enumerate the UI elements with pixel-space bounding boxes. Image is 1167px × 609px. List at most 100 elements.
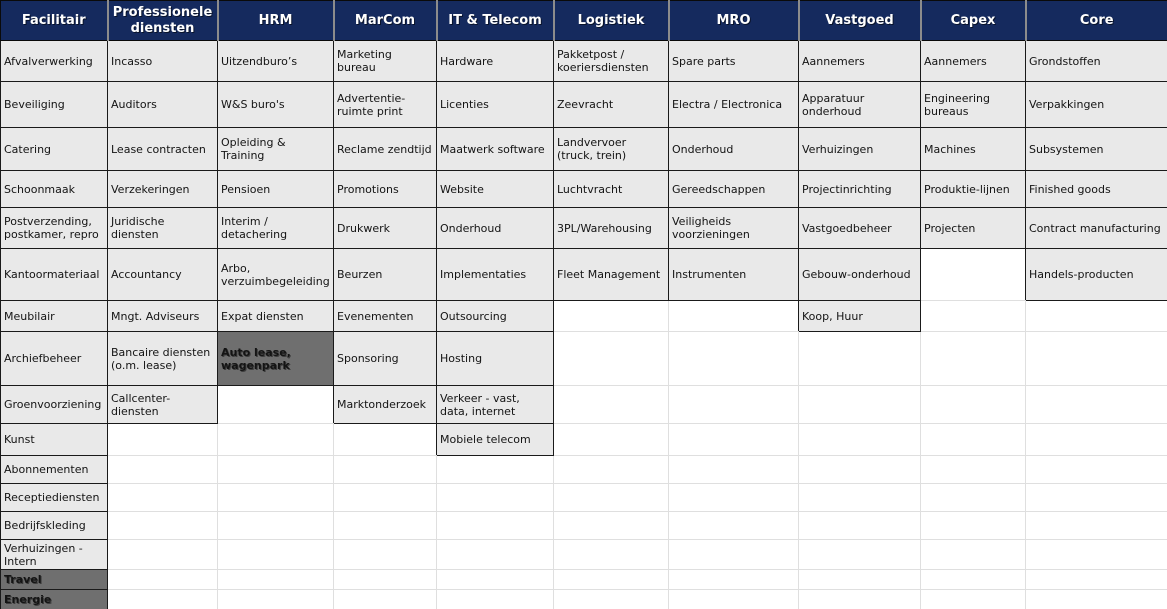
- matrix-cell: Bancaire diensten (o.m. lease): [107, 331, 218, 386]
- matrix-cell: Instrumenten: [668, 248, 799, 301]
- table-row: Kunst Mobiele telecom: [0, 423, 1167, 456]
- matrix-cell: W&S buro's: [217, 81, 334, 128]
- table-row: Beveiliging Auditors W&S buro's Advertentie…: [0, 81, 1167, 128]
- matrix-cell-empty: [920, 589, 1026, 609]
- matrix-body: Afvalverwerking Incasso Uitzendburo’s Marke…: [0, 40, 1167, 609]
- matrix-cell: Luchtvracht: [553, 170, 669, 208]
- matrix-cell-empty: [668, 423, 799, 456]
- matrix-cell-empty: [553, 511, 669, 540]
- table-row: Kantoormateriaal Accountancy Arbo, verzuim…: [0, 248, 1167, 301]
- matrix-cell-empty: [553, 331, 669, 386]
- matrix-header: Facilitair Professionele diensten HRM MarCo…: [0, 0, 1167, 41]
- matrix-cell: Gereedschappen: [668, 170, 799, 208]
- matrix-cell: Drukwerk: [333, 207, 437, 249]
- matrix-cell-highlighted: Travel: [0, 569, 108, 590]
- matrix-cell-empty: [1025, 483, 1167, 512]
- matrix-cell: Promotions: [333, 170, 437, 208]
- matrix-cell-empty: [668, 300, 799, 332]
- matrix-cell-empty: [920, 423, 1026, 456]
- matrix-cell-empty: [1025, 385, 1167, 424]
- matrix-cell-empty: [668, 455, 799, 484]
- matrix-cell-empty: [798, 569, 921, 590]
- matrix-cell-empty: [333, 455, 437, 484]
- matrix-cell: Mobiele telecom: [436, 423, 554, 456]
- column-header: Logistiek: [553, 0, 670, 41]
- matrix-cell-empty: [333, 423, 437, 456]
- matrix-cell-empty: [1025, 569, 1167, 590]
- matrix-cell-empty: [798, 385, 921, 424]
- table-row: Afvalverwerking Incasso Uitzendburo’s Marke…: [0, 40, 1167, 82]
- matrix-cell: Licenties: [436, 81, 554, 128]
- matrix-cell-empty: [1025, 589, 1167, 609]
- matrix-cell-highlighted: Auto lease, wagenpark: [217, 331, 334, 386]
- matrix-cell: Meubilair: [0, 300, 108, 332]
- matrix-cell-empty: [1025, 539, 1167, 570]
- matrix-cell: Vastgoedbeheer: [798, 207, 921, 249]
- matrix-cell: Groenvoorziening: [0, 385, 108, 424]
- matrix-cell: Produktie-lijnen: [920, 170, 1026, 208]
- matrix-cell-empty: [436, 569, 554, 590]
- matrix-cell: Hardware: [436, 40, 554, 82]
- matrix-cell-empty: [553, 483, 669, 512]
- matrix-cell-empty: [1025, 331, 1167, 386]
- table-row: Bedrijfskleding: [0, 511, 1167, 540]
- matrix-cell-empty: [217, 423, 334, 456]
- matrix-cell: Implementaties: [436, 248, 554, 301]
- matrix-cell-empty: [798, 589, 921, 609]
- table-row: Energie: [0, 589, 1167, 609]
- matrix-cell-empty: [217, 455, 334, 484]
- matrix-cell-empty: [920, 511, 1026, 540]
- matrix-cell-empty: [668, 331, 799, 386]
- column-header: MarCom: [333, 0, 438, 41]
- matrix-cell-empty: [798, 455, 921, 484]
- matrix-cell-empty: [436, 455, 554, 484]
- matrix-cell-empty: [798, 511, 921, 540]
- matrix-cell-empty: [920, 539, 1026, 570]
- matrix-cell-empty: [1025, 300, 1167, 332]
- matrix-cell: Electra / Electronica: [668, 81, 799, 128]
- table-row: Archiefbeheer Bancaire diensten (o.m. lea…: [0, 331, 1167, 386]
- matrix-cell: Koop, Huur: [798, 300, 921, 332]
- matrix-cell: Abonnementen: [0, 455, 108, 484]
- matrix-cell: Marktonderzoek: [333, 385, 437, 424]
- matrix-cell: Apparatuur onderhoud: [798, 81, 921, 128]
- matrix-cell: Veiligheids voorzieningen: [668, 207, 799, 249]
- matrix-cell-empty: [107, 511, 218, 540]
- matrix-cell-highlighted: Energie: [0, 589, 108, 609]
- matrix-cell: Sponsoring: [333, 331, 437, 386]
- matrix-cell: Gebouw-onderhoud: [798, 248, 921, 301]
- matrix-cell: Catering: [0, 127, 108, 171]
- matrix-cell: Projecten: [920, 207, 1026, 249]
- matrix-cell: Auditors: [107, 81, 218, 128]
- table-row: Meubilair Mngt. Adviseurs Expat diensten Ev…: [0, 300, 1167, 332]
- matrix-cell-empty: [553, 539, 669, 570]
- matrix-cell-empty: [333, 589, 437, 609]
- column-header: Facilitair: [0, 0, 109, 41]
- matrix-cell: Grondstoffen: [1025, 40, 1167, 82]
- table-row: Receptiediensten: [0, 483, 1167, 512]
- matrix-cell-empty: [798, 423, 921, 456]
- matrix-cell-empty: [107, 455, 218, 484]
- matrix-cell-empty: [798, 331, 921, 386]
- table-row: Abonnementen: [0, 455, 1167, 484]
- header-row: Facilitair Professionele diensten HRM MarCo…: [0, 0, 1167, 41]
- matrix-cell-empty: [668, 589, 799, 609]
- matrix-cell-empty: [920, 483, 1026, 512]
- matrix-cell: Handels-producten: [1025, 248, 1167, 301]
- matrix-cell: Interim / detachering: [217, 207, 334, 249]
- matrix-cell: Aannemers: [798, 40, 921, 82]
- matrix-cell-empty: [217, 483, 334, 512]
- matrix-cell: Incasso: [107, 40, 218, 82]
- matrix-cell: Onderhoud: [436, 207, 554, 249]
- matrix-cell: Lease contracten: [107, 127, 218, 171]
- matrix-cell-empty: [436, 483, 554, 512]
- matrix-cell: Opleiding & Training: [217, 127, 334, 171]
- matrix-cell: Bedrijfskleding: [0, 511, 108, 540]
- matrix-cell-empty: [217, 589, 334, 609]
- matrix-cell: Archiefbeheer: [0, 331, 108, 386]
- matrix-cell: Machines: [920, 127, 1026, 171]
- matrix-cell: Pensioen: [217, 170, 334, 208]
- matrix-cell: Kantoormateriaal: [0, 248, 108, 301]
- matrix-cell-empty: [333, 483, 437, 512]
